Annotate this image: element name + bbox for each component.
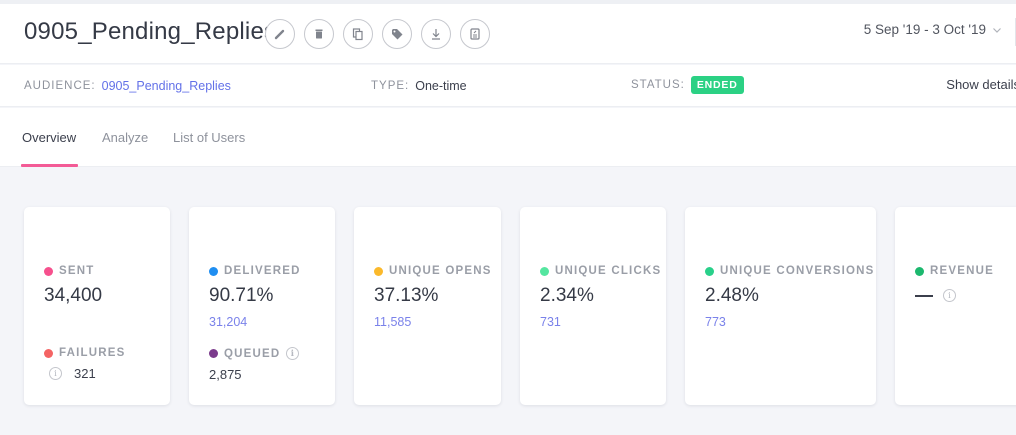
- report-icon: [470, 28, 480, 40]
- clicks-label: UNIQUE CLICKS: [555, 265, 662, 277]
- conversions-count: 773: [705, 315, 726, 329]
- conversions-label: UNIQUE CONVERSIONS: [720, 265, 875, 277]
- card-unique-conversions: UNIQUE CONVERSIONS 2.48% 773: [685, 207, 876, 405]
- audience-link[interactable]: 0905_Pending_Replies: [101, 79, 231, 93]
- opens-count: 11,585: [374, 315, 412, 329]
- audience-info: AUDIENCE: 0905_Pending_Replies: [24, 79, 231, 93]
- clicks-dot-icon: [540, 266, 549, 276]
- pencil-icon: [274, 29, 285, 40]
- card-sent: SENT 34,400 FAILURES i 321: [24, 207, 170, 405]
- edit-button[interactable]: [265, 19, 295, 49]
- metric-failures: FAILURES i 321: [44, 347, 125, 381]
- metric-unique-clicks: UNIQUE CLICKS 2.34% 731: [540, 265, 661, 329]
- date-range-picker[interactable]: 5 Sep '19 - 3 Oct '19: [864, 22, 1002, 37]
- page-title: 0905_Pending_Replies: [24, 18, 277, 45]
- tab-bar: Overview Analyze List of Users: [0, 108, 1016, 167]
- info-icon[interactable]: i: [49, 367, 62, 380]
- trash-icon: [315, 29, 323, 39]
- metric-queued: QUEUED i 2,875: [209, 347, 300, 382]
- clicks-count: 731: [540, 315, 561, 329]
- delivered-value: 90.71%: [209, 285, 274, 306]
- conversions-dot-icon: [705, 266, 714, 276]
- sent-dot-icon: [44, 266, 53, 276]
- metric-unique-conversions: UNIQUE CONVERSIONS 2.48% 773: [705, 265, 875, 329]
- failures-dot-icon: [44, 348, 53, 358]
- top-strip: [0, 0, 1016, 4]
- campaign-info-bar: AUDIENCE: 0905_Pending_Replies TYPE: One…: [0, 65, 1016, 107]
- revenue-empty-dash: [915, 294, 933, 297]
- metric-sent: SENT 34,400: [44, 265, 102, 307]
- campaign-actions: [265, 19, 490, 49]
- metric-delivered: DELIVERED 90.71% 31,204: [209, 265, 301, 329]
- chevron-down-icon: [993, 27, 1001, 33]
- info-icon[interactable]: i: [943, 289, 956, 302]
- card-unique-opens: UNIQUE OPENS 37.13% 11,585: [354, 207, 501, 405]
- card-unique-clicks: UNIQUE CLICKS 2.34% 731: [520, 207, 666, 405]
- delivered-count: 31,204: [209, 315, 248, 329]
- status-info: STATUS: ENDED: [631, 76, 744, 94]
- delivered-dot-icon: [209, 266, 218, 276]
- queued-dot-icon: [209, 349, 218, 358]
- card-delivered: DELIVERED 90.71% 31,204 QUEUED i 2,875: [189, 207, 335, 405]
- type-info: TYPE: One-time: [371, 79, 467, 93]
- status-label: STATUS:: [631, 79, 685, 91]
- opens-dot-icon: [374, 266, 383, 276]
- date-range-label: 5 Sep '19 - 3 Oct '19: [863, 22, 986, 37]
- tab-overview[interactable]: Overview: [22, 130, 77, 145]
- info-icon[interactable]: i: [286, 347, 300, 360]
- opens-value: 37.13%: [374, 285, 439, 306]
- metric-revenue: REVENUE i: [915, 265, 994, 302]
- metric-cards: SENT 34,400 FAILURES i 321 DELIVERED 90.7…: [24, 207, 1016, 405]
- show-details-link[interactable]: Show details: [946, 77, 1016, 92]
- conversions-value: 2.48%: [705, 285, 759, 306]
- metric-unique-opens: UNIQUE OPENS 37.13% 11,585: [374, 265, 492, 329]
- revenue-label: REVENUE: [930, 265, 994, 277]
- opens-label: UNIQUE OPENS: [389, 265, 492, 277]
- tag-button[interactable]: [382, 19, 412, 49]
- download-button[interactable]: [421, 19, 451, 49]
- status-badge: ENDED: [690, 76, 744, 94]
- type-label: TYPE:: [371, 80, 410, 92]
- tab-analyze[interactable]: Analyze: [102, 130, 149, 145]
- duplicate-button[interactable]: [343, 19, 373, 49]
- download-icon: [432, 29, 440, 40]
- tag-icon: [392, 29, 403, 40]
- card-revenue: REVENUE i: [895, 207, 1016, 405]
- campaign-header: 0905_Pending_Replies 5 Sep '19 - 3 Oct '…: [0, 4, 1016, 64]
- sent-value: 34,400: [44, 285, 103, 306]
- delete-button[interactable]: [304, 19, 334, 49]
- type-value: One-time: [415, 79, 467, 93]
- failures-label: FAILURES: [59, 347, 126, 359]
- sent-label: SENT: [59, 265, 95, 277]
- failures-value: 321: [74, 366, 96, 381]
- queued-label: QUEUED: [224, 347, 281, 360]
- audience-label: AUDIENCE:: [24, 80, 96, 92]
- copy-icon: [352, 28, 363, 41]
- clicks-value: 2.34%: [540, 285, 594, 306]
- report-button[interactable]: [460, 19, 490, 49]
- revenue-dot-icon: [915, 266, 924, 276]
- active-tab-indicator: [21, 164, 78, 167]
- queued-value: 2,875: [209, 367, 242, 382]
- delivered-label: DELIVERED: [224, 265, 301, 277]
- tab-list-of-users[interactable]: List of Users: [173, 130, 246, 145]
